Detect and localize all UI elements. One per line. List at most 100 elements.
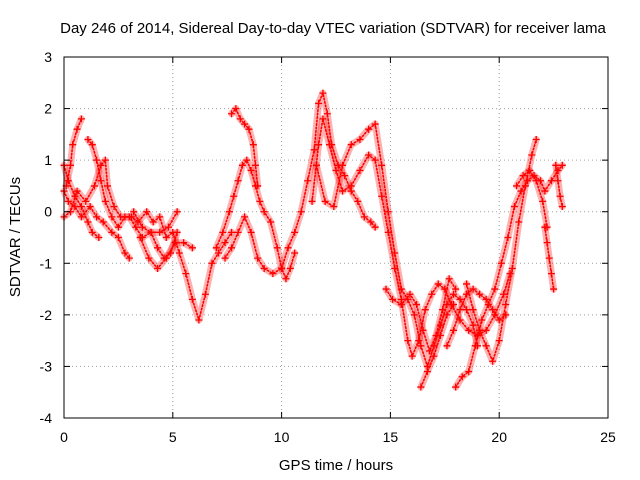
data-point — [539, 197, 547, 205]
data-point — [88, 141, 96, 149]
data-point — [228, 110, 236, 118]
data-point — [510, 203, 518, 211]
data-point — [286, 264, 294, 272]
data-point — [532, 177, 540, 185]
data-point — [214, 249, 222, 257]
data-point — [188, 295, 196, 303]
series-12 — [312, 120, 481, 370]
data-point — [67, 161, 75, 169]
data-point — [450, 290, 458, 298]
data-point — [171, 239, 179, 247]
series-19 — [541, 223, 558, 293]
data-point — [125, 254, 133, 262]
data-point — [291, 249, 299, 257]
data-point — [173, 208, 181, 216]
data-point — [319, 115, 327, 123]
data-point — [162, 234, 170, 241]
data-point — [238, 161, 246, 169]
series-7 — [136, 234, 196, 272]
data-point — [347, 182, 355, 190]
data-point — [502, 301, 510, 309]
data-point — [456, 306, 464, 314]
series-layer — [60, 89, 566, 391]
data-point — [417, 383, 425, 391]
data-point — [228, 244, 236, 252]
data-point — [506, 270, 514, 278]
data-point — [404, 337, 412, 345]
y-tick-labels: -4 -3 -2 -1 0 1 2 3 — [40, 49, 53, 426]
data-point — [489, 306, 497, 314]
data-point — [247, 166, 255, 174]
data-point — [397, 301, 405, 309]
data-point — [521, 182, 529, 190]
data-point — [310, 146, 318, 154]
data-point — [458, 373, 466, 381]
data-point — [547, 270, 555, 278]
data-point — [365, 151, 373, 159]
data-point — [456, 316, 464, 324]
series-6 — [130, 208, 181, 236]
data-point — [371, 156, 379, 164]
data-point — [495, 337, 503, 345]
data-point — [247, 228, 255, 236]
data-point — [95, 234, 103, 241]
y-tick-label: 3 — [44, 49, 52, 65]
data-point — [241, 213, 249, 221]
data-point — [278, 264, 286, 272]
data-point — [456, 295, 464, 303]
data-point — [149, 218, 157, 226]
data-point — [121, 213, 129, 221]
data-point — [73, 187, 81, 195]
series-line — [515, 169, 548, 228]
data-point — [114, 223, 122, 231]
series-line — [315, 123, 479, 368]
data-point — [541, 223, 549, 231]
data-point — [445, 275, 453, 283]
data-point — [482, 295, 490, 303]
data-point — [230, 192, 238, 200]
data-point — [325, 141, 333, 149]
data-point — [104, 182, 112, 190]
data-point — [108, 228, 116, 236]
data-point — [532, 136, 540, 144]
data-point — [465, 326, 473, 334]
data-point — [528, 151, 536, 159]
data-point — [434, 280, 442, 288]
data-point — [90, 182, 98, 190]
data-point — [443, 342, 451, 350]
data-point — [164, 223, 172, 231]
data-point — [463, 306, 471, 314]
data-point — [77, 203, 85, 211]
data-point — [550, 285, 558, 293]
data-point — [114, 234, 122, 241]
series-line — [555, 164, 564, 208]
data-point — [97, 161, 105, 169]
data-point — [476, 326, 484, 334]
data-point — [97, 177, 105, 185]
y-axis-label: SDTVAR / TECUs — [7, 177, 24, 297]
data-point — [495, 316, 503, 324]
data-point — [443, 311, 451, 319]
series-line — [420, 303, 455, 388]
x-tick-label: 25 — [600, 429, 616, 445]
data-point — [397, 285, 405, 293]
data-point — [384, 208, 392, 216]
data-point — [182, 270, 190, 278]
series-line — [465, 138, 537, 363]
data-point — [545, 254, 553, 262]
data-point — [234, 177, 242, 185]
data-point — [297, 208, 305, 216]
data-point — [175, 249, 183, 257]
data-point — [419, 326, 427, 334]
data-point — [269, 270, 277, 278]
series-10 — [221, 89, 379, 278]
data-point — [489, 357, 497, 365]
series-line — [87, 138, 233, 321]
data-point — [243, 156, 251, 164]
data-point — [136, 234, 144, 241]
data-point — [463, 280, 471, 288]
data-point — [254, 182, 262, 190]
data-point — [154, 244, 162, 252]
data-point — [145, 254, 153, 262]
data-point — [284, 244, 292, 252]
